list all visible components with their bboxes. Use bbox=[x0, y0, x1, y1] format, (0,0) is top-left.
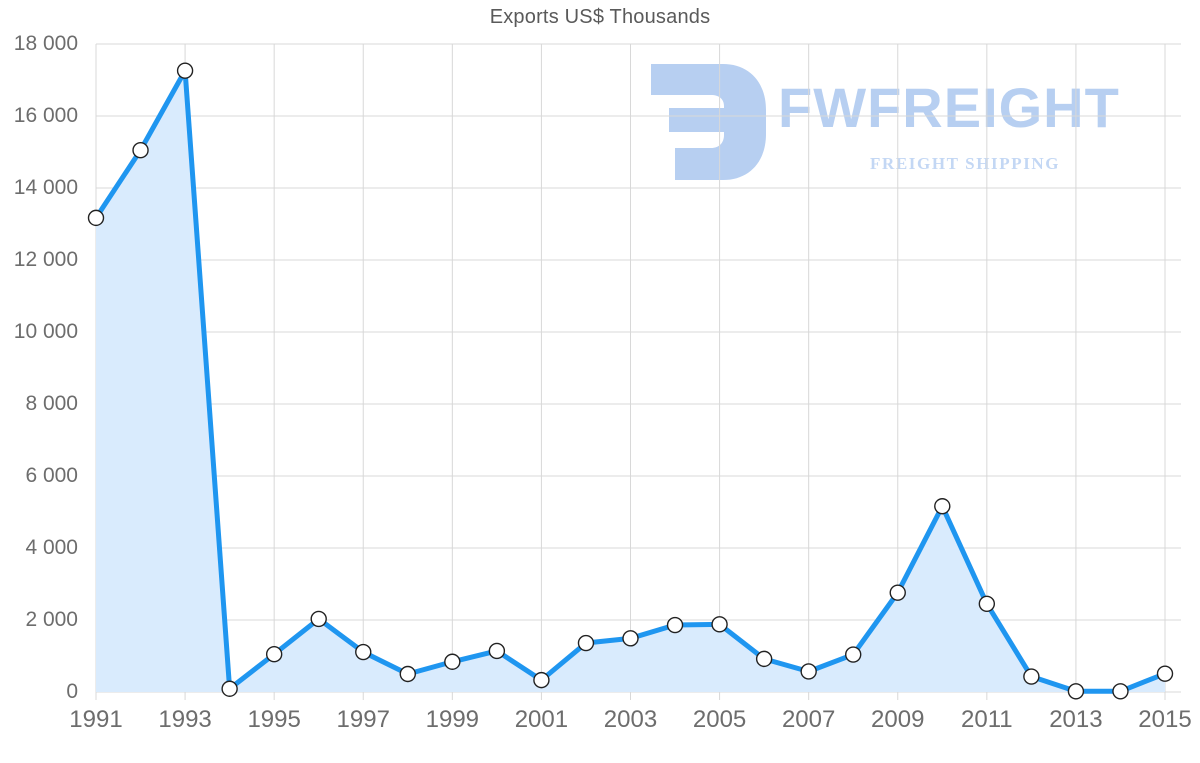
data-point-marker[interactable] bbox=[1067, 683, 1085, 700]
series-markers bbox=[87, 62, 1174, 700]
chart-title: Exports US$ Thousands bbox=[489, 6, 711, 28]
x-axis-tick-label: 1993 bbox=[158, 706, 212, 733]
x-axis-tick-label: 2005 bbox=[692, 706, 747, 733]
data-point-marker[interactable] bbox=[1112, 683, 1129, 700]
grid-lines bbox=[95, 43, 1181, 700]
y-axis-tick-label: 4 000 bbox=[25, 536, 78, 559]
data-point-marker[interactable] bbox=[889, 584, 906, 601]
x-axis-tick-label: 2007 bbox=[781, 706, 836, 733]
data-point-marker[interactable] bbox=[666, 616, 684, 634]
x-axis-tick-label: 2015 bbox=[1138, 706, 1192, 733]
data-point-marker[interactable] bbox=[845, 646, 862, 663]
x-axis-tick-label: 1991 bbox=[69, 706, 123, 733]
data-point-marker[interactable] bbox=[577, 634, 595, 652]
data-point-marker[interactable] bbox=[533, 671, 550, 689]
data-point-marker[interactable] bbox=[444, 653, 461, 670]
y-axis-tick-label: 2 000 bbox=[25, 608, 78, 631]
x-axis-tick-label: 1999 bbox=[425, 706, 480, 733]
x-axis-tick-label: 1997 bbox=[336, 706, 390, 733]
y-axis-tick-label: 16 000 bbox=[13, 104, 78, 127]
y-axis-tick-label: 12 000 bbox=[13, 248, 78, 271]
data-point-marker[interactable] bbox=[221, 680, 238, 697]
data-point-marker[interactable] bbox=[622, 630, 639, 647]
x-axis-tick-label: 2009 bbox=[871, 706, 925, 733]
y-axis-tick-label: 6 000 bbox=[25, 464, 78, 487]
data-point-marker[interactable] bbox=[711, 616, 728, 633]
series-area-fill bbox=[96, 70, 1165, 692]
data-point-marker[interactable] bbox=[355, 643, 372, 661]
data-point-marker[interactable] bbox=[87, 209, 105, 227]
y-axis-tick-label: 8 000 bbox=[25, 392, 78, 415]
y-axis-tick-label: 14 000 bbox=[13, 176, 78, 199]
x-axis-tick-label: 2003 bbox=[603, 706, 658, 733]
y-axis-tick-label: 0 bbox=[66, 680, 78, 703]
x-axis-tick-label: 2001 bbox=[514, 706, 569, 733]
data-point-marker[interactable] bbox=[1156, 665, 1174, 682]
x-axis-tick-label: 2011 bbox=[961, 706, 1013, 733]
data-point-marker[interactable] bbox=[978, 595, 996, 612]
data-point-marker[interactable] bbox=[132, 141, 149, 159]
data-point-marker[interactable] bbox=[488, 642, 506, 660]
x-axis-tick-label: 2013 bbox=[1049, 706, 1103, 733]
data-point-marker[interactable] bbox=[399, 665, 416, 683]
data-point-marker[interactable] bbox=[310, 610, 327, 628]
y-axis-tick-label: 10 000 bbox=[13, 320, 78, 343]
data-point-marker[interactable] bbox=[934, 498, 951, 515]
data-point-marker[interactable] bbox=[176, 62, 194, 79]
y-axis-tick-label: 18 000 bbox=[13, 32, 78, 55]
data-point-marker[interactable] bbox=[1023, 668, 1040, 685]
data-point-marker[interactable] bbox=[800, 663, 817, 680]
data-point-marker[interactable] bbox=[265, 646, 283, 663]
data-point-marker[interactable] bbox=[755, 650, 773, 668]
x-axis-tick-label: 1995 bbox=[247, 706, 301, 733]
